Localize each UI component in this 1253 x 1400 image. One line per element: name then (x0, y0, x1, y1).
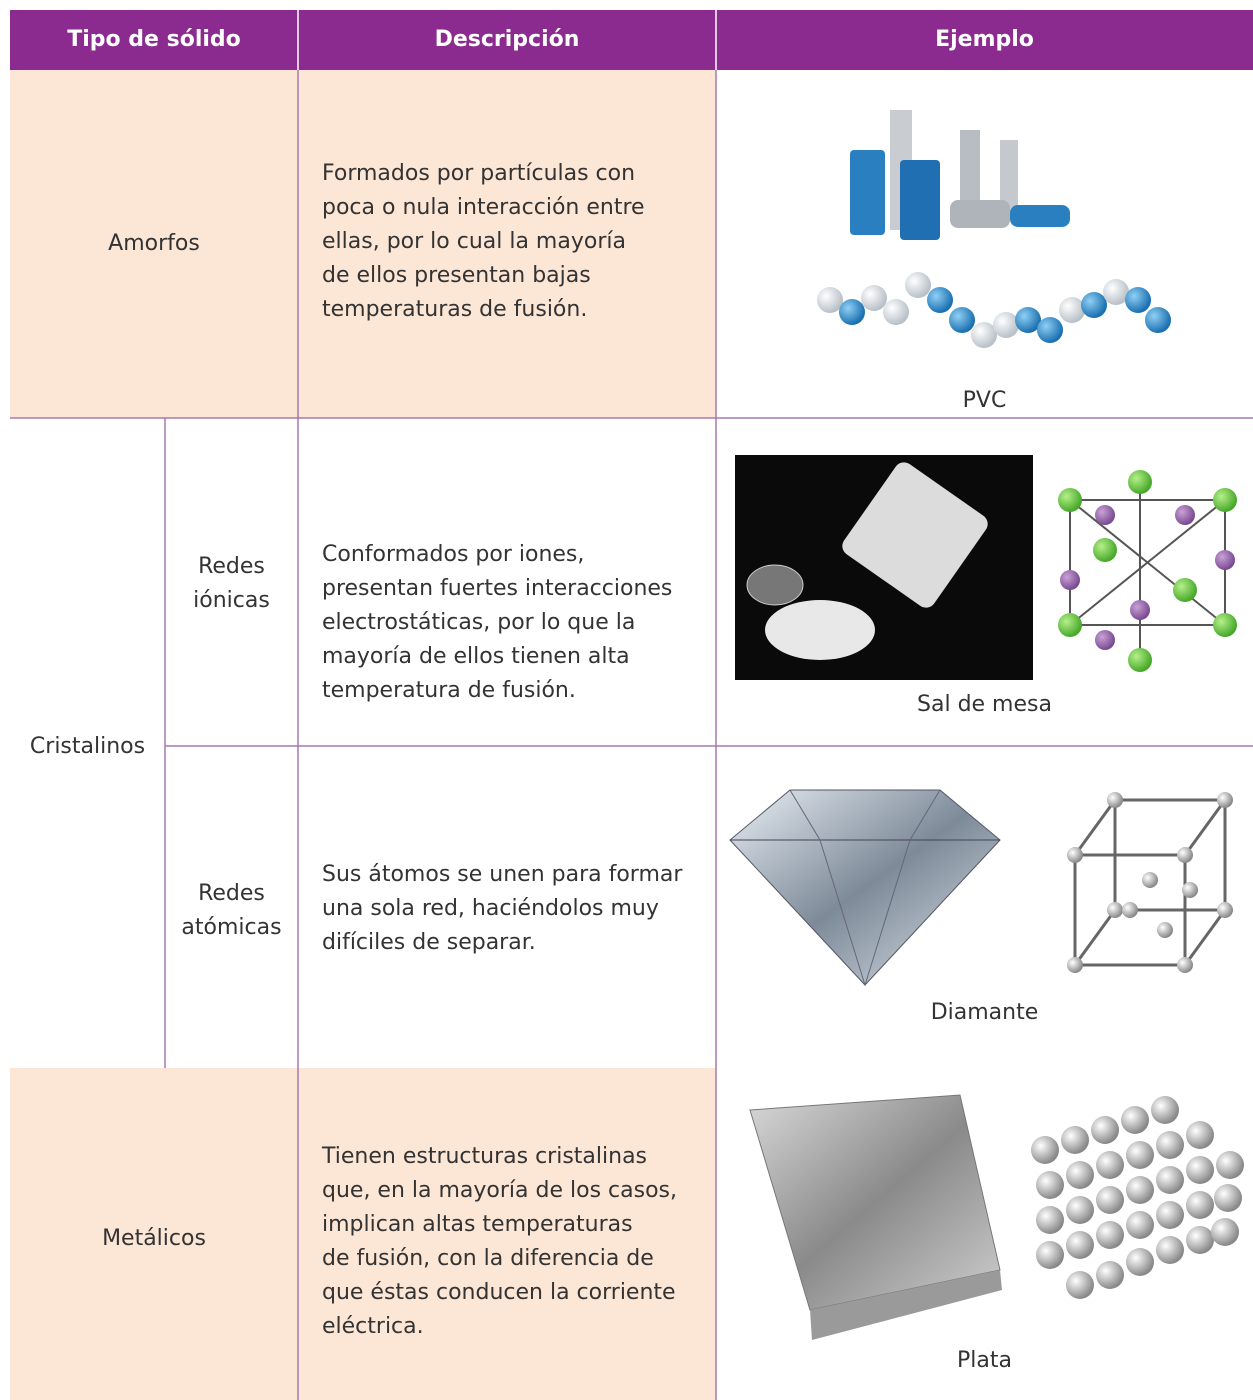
solid-type: Cristalinos (29, 733, 146, 759)
description-line: implican altas temperaturas (322, 1212, 633, 1237)
description-line: temperatura de fusión. (322, 678, 576, 703)
description-line: mayoría de ellos tienen alta (322, 644, 630, 669)
description-line: de fusión, con la diferencia de (322, 1246, 654, 1271)
column-header: Descripción (434, 27, 580, 52)
example-caption: Diamante (930, 1000, 1039, 1025)
description-line: Formados por partículas con (322, 161, 636, 186)
description: Tienen estructuras cristalinas que, en la… (322, 1140, 707, 1344)
solid-type: Amorfos (108, 230, 200, 256)
description: Sus átomos se unen para formar una sola r… (322, 858, 707, 960)
description-line: presentan fuertes interacciones (322, 576, 673, 601)
description: Formados por partículas con poca o nula i… (322, 157, 707, 327)
description-line: Sus átomos se unen para formar (322, 862, 683, 887)
description-line: que, en la mayoría de los casos, (322, 1178, 677, 1203)
description-line: Conformados por iones, (322, 542, 585, 567)
description-line: electrostáticas, por lo que la (322, 610, 636, 635)
description-line: que éstas conducen la corriente (322, 1280, 676, 1305)
description-line: temperaturas de fusión. (322, 297, 588, 322)
description: Conformados por iones, presentan fuertes … (322, 538, 707, 708)
description-line: difíciles de separar. (322, 930, 536, 955)
description-line: ellas, por lo cual la mayoría (322, 229, 626, 254)
description-line: eléctrica. (322, 1314, 424, 1339)
solid-subtype: Redes iónicas (193, 554, 270, 613)
description-line: poca o nula interacción entre (322, 195, 645, 220)
example-caption: Plata (957, 1348, 1012, 1373)
example-caption: PVC (962, 388, 1007, 413)
column-header: Ejemplo (935, 27, 1034, 52)
description-line: Tienen estructuras cristalinas (322, 1144, 648, 1169)
description-line: de ellos presentan bajas (322, 263, 591, 288)
example-caption: Sal de mesa (917, 692, 1052, 717)
solid-subtype: Redes atómicas (181, 881, 282, 940)
description-line: una sola red, haciéndolos muy (322, 896, 659, 921)
column-header: Tipo de sólido (67, 27, 241, 52)
solid-type: Metálicos (102, 1225, 206, 1251)
